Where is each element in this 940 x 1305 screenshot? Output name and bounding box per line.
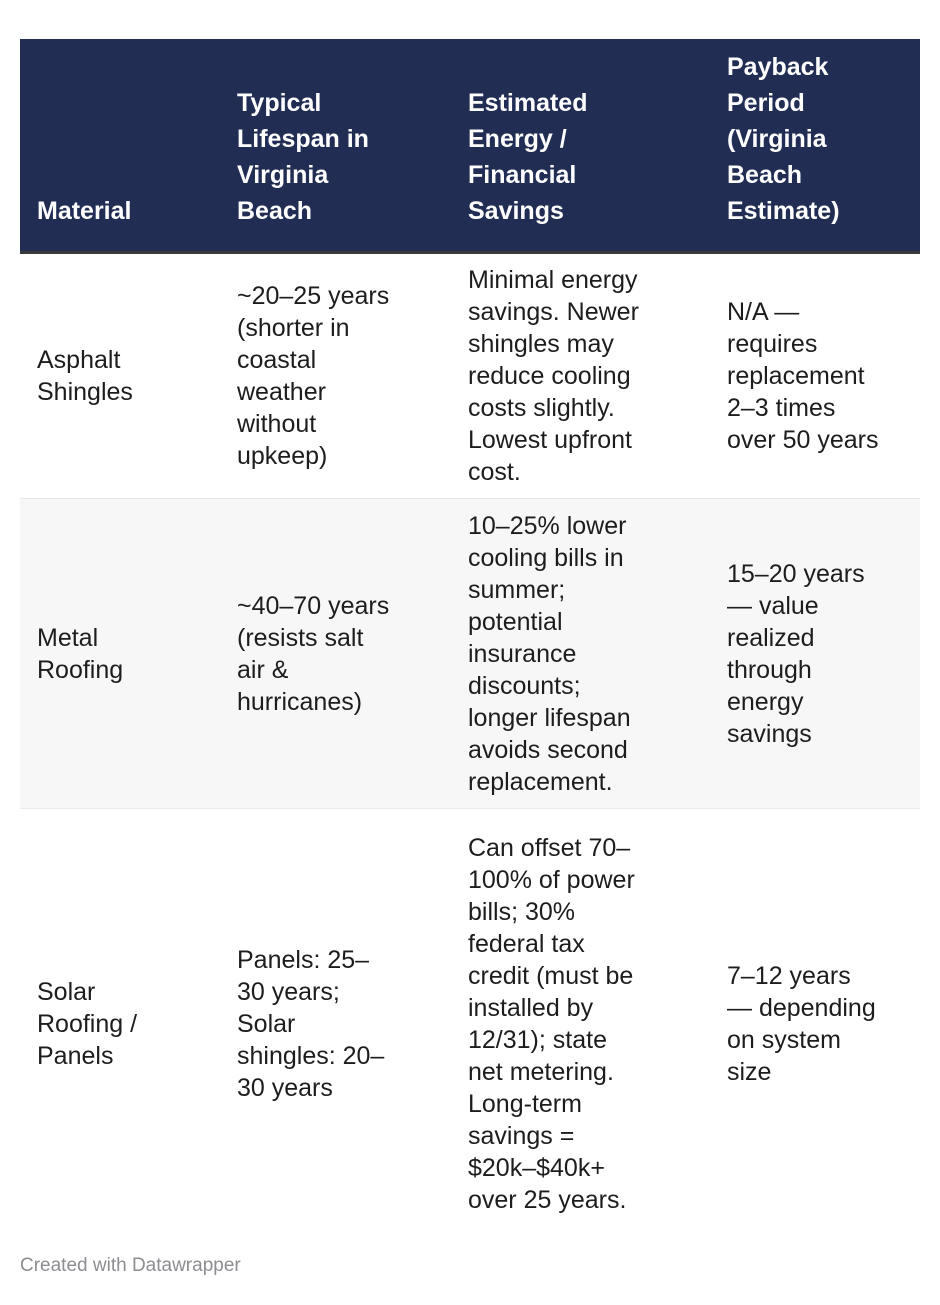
column-header-material: Material [20,39,220,254]
cell-savings: 10–25% lower cooling bills in summer; po… [451,498,710,809]
cell-savings: Can offset 70–100% of power bills; 30% f… [451,808,710,1239]
roofing-comparison-table: Material Typical Lifespan in Virginia Be… [20,39,920,1239]
cell-payback: 7–12 years — depending on system size [710,808,920,1239]
table-row-solar-roofing-panels: Solar Roofing / Panels Panels: 25–30 yea… [20,808,920,1239]
cell-lifespan: Panels: 25–30 years; Solar shingles: 20–… [220,808,451,1239]
attribution-line: Created with Datawrapper [20,1255,920,1277]
cell-payback: 15–20 years — value realized through ene… [710,498,920,809]
cell-material: Metal Roofing [20,498,220,809]
column-header-payback: Payback Period (Virginia Beach Estimate) [710,39,920,254]
cell-lifespan: ~20–25 years (shorter in coastal weather… [237,282,390,470]
table-body: Asphalt Shingles ~20–25 years (shorter i… [20,252,920,1239]
column-header-lifespan: Typical Lifespan in Virginia Beach [220,39,451,254]
table-header: Material Typical Lifespan in Virginia Be… [20,39,920,254]
cell-savings: Minimal energy savings. Newer shingles m… [468,266,639,486]
cell-material: Asphalt Shingles [37,346,133,406]
attribution-prefix: Created with [20,1254,132,1276]
header-row: Material Typical Lifespan in Virginia Be… [20,39,920,254]
datawrapper-link[interactable]: Datawrapper [131,1254,241,1276]
cell-lifespan: ~40–70 years (resists salt air & hurrica… [220,498,451,809]
table-row-metal-roofing: Metal Roofing ~40–70 years (resists salt… [20,498,920,809]
cell-material: Solar Roofing / Panels [20,808,220,1239]
column-header-savings: Estimated Energy / Financial Savings [451,39,710,254]
cell-payback: N/A — requires replacement 2–3 times ove… [727,298,879,454]
table-row-asphalt-shingles: Asphalt Shingles ~20–25 years (shorter i… [20,252,920,499]
